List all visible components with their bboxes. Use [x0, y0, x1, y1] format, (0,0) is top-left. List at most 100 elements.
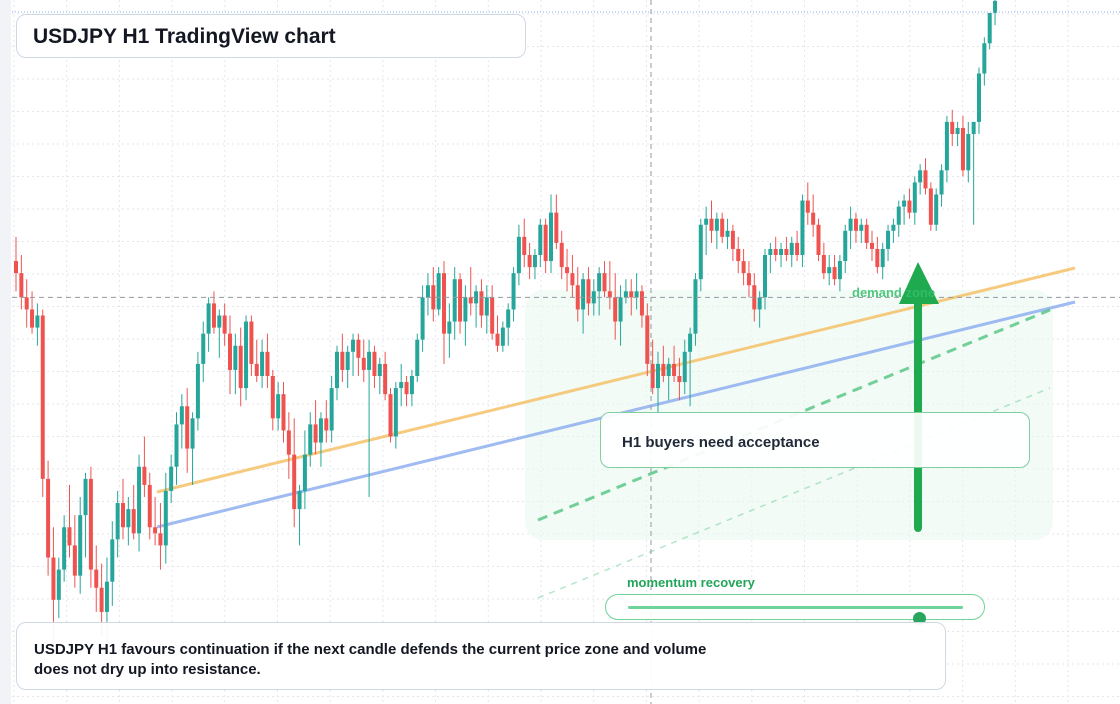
candle-body — [490, 297, 495, 334]
candle-up — [393, 382, 398, 449]
momentum-knob[interactable] — [913, 612, 927, 625]
candle-down — [121, 478, 125, 540]
candle-body — [67, 527, 72, 546]
candle-body — [704, 218, 709, 225]
candle-down — [832, 255, 837, 286]
candles — [14, 0, 998, 655]
candle-body — [768, 248, 773, 255]
candle-body — [918, 170, 923, 183]
candle-down — [67, 484, 72, 558]
momentum-bar — [628, 606, 963, 625]
candle-body — [720, 218, 725, 237]
candle-down — [324, 400, 329, 443]
candle-body — [934, 194, 939, 225]
candle-up — [880, 242, 885, 280]
candle-body — [757, 297, 762, 310]
candle-down — [131, 484, 136, 540]
candle-body — [447, 321, 452, 334]
candle-body — [581, 279, 586, 310]
candle-body — [955, 127, 960, 134]
candle-up — [409, 369, 414, 407]
candle-up — [688, 327, 693, 407]
candle-body — [24, 297, 29, 310]
candle-body — [356, 339, 361, 358]
candle-body — [233, 345, 238, 370]
chart-title-card: USDJPY H1 TradingView chart — [16, 14, 526, 58]
candle-body — [688, 333, 693, 352]
candle-down — [746, 261, 751, 298]
candle-down — [46, 460, 51, 576]
candle-body — [811, 212, 816, 225]
candle-down — [629, 279, 634, 316]
candle-down — [928, 182, 933, 231]
candle-down — [645, 303, 650, 376]
candle-body — [784, 248, 789, 255]
candle-body — [217, 315, 222, 328]
crosshair — [12, 0, 1120, 704]
candle-body — [527, 255, 532, 268]
candle-body — [297, 490, 302, 510]
candle-down — [14, 236, 18, 292]
candle-up — [420, 285, 425, 352]
candle-up — [195, 351, 200, 431]
candle-body — [736, 248, 741, 262]
candle-up — [779, 242, 784, 268]
candle-up — [163, 472, 168, 564]
candle-down — [185, 388, 190, 473]
candle-up — [190, 412, 195, 485]
candle-body — [779, 248, 784, 255]
candle-up — [714, 212, 719, 249]
candle-up — [377, 357, 382, 395]
candle-body — [367, 351, 372, 370]
annotation-note-text: H1 buyers need acceptance — [622, 434, 820, 451]
candle-up — [78, 497, 83, 594]
candle-body — [206, 303, 211, 334]
candle-body — [372, 351, 377, 376]
candle-down — [736, 236, 741, 274]
candle-body — [345, 351, 350, 370]
candle-down — [575, 267, 580, 322]
candle-body — [158, 533, 163, 546]
candle-up — [682, 339, 687, 395]
candle-body — [383, 363, 388, 395]
candle-down — [72, 515, 77, 588]
candle-down — [741, 248, 746, 286]
candle-body — [83, 478, 88, 516]
candle-down — [795, 230, 800, 262]
candle-up — [993, 0, 998, 26]
candle-body — [56, 569, 61, 600]
candle-body — [131, 509, 136, 534]
candle-body — [971, 121, 976, 134]
candle-down — [821, 242, 826, 280]
candle-body — [907, 200, 912, 213]
candle-down — [153, 497, 158, 546]
candle-body — [837, 261, 842, 280]
candle-up — [532, 248, 537, 280]
candle-body — [741, 261, 746, 274]
summary-text: USDJPY H1 favours continuation if the ne… — [34, 641, 707, 678]
candle-body — [409, 376, 414, 395]
candle-down — [565, 248, 570, 292]
candle-down — [340, 333, 345, 383]
candle-body — [795, 242, 800, 255]
candle-down — [960, 115, 965, 177]
candle-down — [19, 255, 24, 310]
candle-down — [650, 339, 655, 395]
candle-down — [479, 279, 484, 328]
candle-down — [388, 388, 393, 443]
candle-body — [832, 267, 837, 280]
candle-down — [24, 279, 29, 328]
candle-down — [864, 218, 869, 249]
candle-body — [452, 279, 457, 322]
candle-up — [693, 273, 698, 346]
candle-body — [399, 382, 404, 389]
candle-up — [110, 521, 115, 606]
candle-down — [249, 315, 254, 376]
candle-down — [40, 309, 45, 497]
candle-up — [302, 430, 307, 510]
candle-down — [870, 230, 874, 262]
candle-body — [607, 291, 612, 298]
candle-body — [559, 242, 564, 268]
candle-down — [372, 345, 377, 389]
momentum-slider[interactable] — [605, 594, 985, 625]
